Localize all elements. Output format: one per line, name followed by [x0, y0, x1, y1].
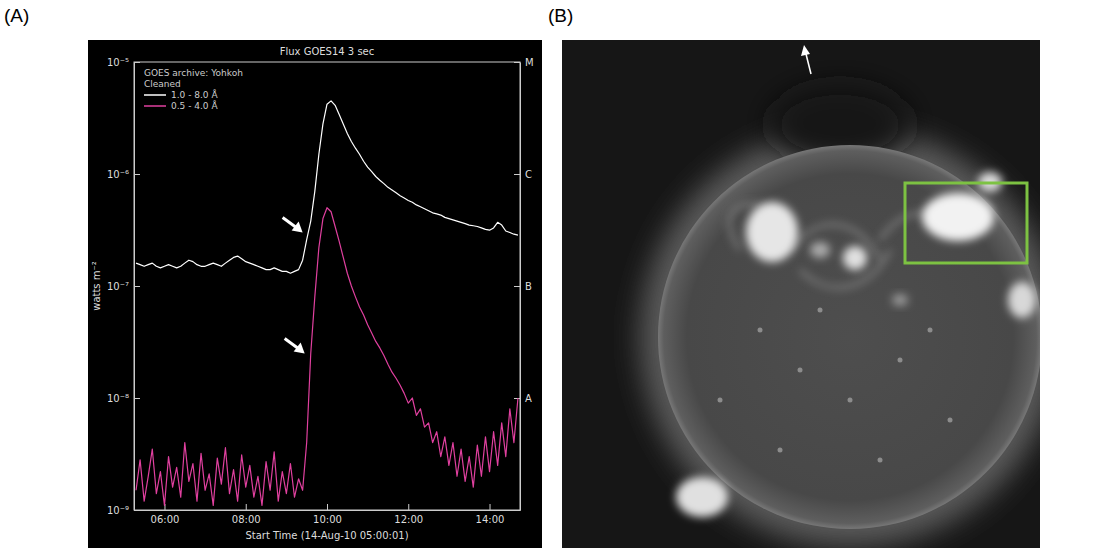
- tick-mark: [246, 504, 247, 510]
- legend-note: Cleaned: [144, 79, 181, 89]
- tick: 08:00: [232, 504, 261, 525]
- tick-mark: [490, 504, 491, 510]
- tick-label: 10⁻⁶: [107, 169, 129, 180]
- active-region: [843, 246, 867, 270]
- tick: A: [514, 393, 532, 404]
- bright-point: [758, 328, 763, 333]
- data-line: [136, 101, 518, 273]
- tick: M: [514, 57, 534, 68]
- active-region: [892, 294, 908, 306]
- tick-mark: [134, 398, 140, 399]
- solar-image: [562, 40, 1040, 548]
- plot-area: [136, 101, 518, 506]
- highlight-box: [905, 183, 1027, 263]
- bright-point: [928, 328, 933, 333]
- tick-label: 10⁻⁸: [107, 393, 129, 404]
- plot-frame: [134, 62, 520, 510]
- bright-point: [878, 458, 883, 463]
- active-region: [746, 202, 798, 262]
- bright-point: [818, 308, 823, 313]
- y2-axis: A B C M: [514, 57, 534, 511]
- chart-title: Flux GOES14 3 sec: [280, 46, 375, 57]
- tick: C: [514, 169, 532, 180]
- onset-arrow: [283, 218, 303, 233]
- tick-label: A: [525, 393, 532, 404]
- data-line: [136, 208, 518, 506]
- legend-note: GOES archive: Yohkoh: [144, 68, 243, 78]
- tick-label: 14:00: [476, 514, 505, 525]
- tick-label: B: [525, 281, 532, 292]
- active-region: [810, 242, 830, 258]
- figure: (A)(B)Flux GOES14 3 sec10⁻⁹10⁻⁸10⁻⁷10⁻⁶1…: [0, 0, 1102, 549]
- tick-mark: [514, 62, 520, 63]
- axis-line: [135, 510, 521, 511]
- panel-label: (B): [548, 5, 573, 26]
- legend: GOES archive: YohkohCleaned1.0 - 8.0 Å0.…: [144, 68, 243, 111]
- tick-mark: [134, 62, 140, 63]
- arrow-shaft: [806, 54, 811, 74]
- tick: 12:00: [394, 504, 423, 525]
- tick-mark: [134, 174, 140, 175]
- tick-mark: [408, 504, 409, 510]
- corona-glow: [640, 127, 1040, 547]
- pointer-arrow: [801, 45, 811, 74]
- tick-mark: [514, 398, 520, 399]
- x-axis: 06:00 08:00 10:00 12:00 14:00: [135, 504, 521, 525]
- tick: 10⁻⁷: [107, 281, 140, 292]
- arrow-head: [801, 45, 810, 56]
- legend-label: 1.0 - 8.0 Å: [171, 89, 218, 100]
- tick-label: 06:00: [151, 514, 180, 525]
- tick: 10:00: [313, 504, 342, 525]
- active-region: [922, 193, 994, 241]
- tick: B: [514, 281, 532, 292]
- panel-label: (A): [4, 5, 29, 26]
- bright-point: [798, 368, 803, 373]
- sun-disk: [658, 145, 1040, 529]
- x-axis-title: Start Time (14-Aug-10 05:00:01): [245, 530, 408, 541]
- chart-background: [88, 40, 542, 548]
- legend-swatch: [144, 105, 166, 107]
- tick-mark: [327, 504, 328, 510]
- bright-point: [948, 418, 953, 423]
- y-axis: 10⁻⁹ 10⁻⁸ 10⁻⁷ 10⁻⁶ 10⁻⁵: [107, 57, 140, 516]
- tick-mark: [134, 286, 140, 287]
- tick-label: 08:00: [232, 514, 261, 525]
- tick: 06:00: [151, 504, 180, 525]
- tick: 10⁻⁸: [107, 393, 140, 404]
- y-axis-title: watts m⁻²: [91, 261, 102, 311]
- tick-label: 10⁻⁵: [107, 57, 129, 68]
- tick-label: 12:00: [394, 514, 423, 525]
- tick-label: M: [525, 57, 534, 68]
- tick: 10⁻⁶: [107, 169, 140, 180]
- axis-line: [520, 63, 521, 511]
- bright-point: [778, 448, 783, 453]
- legend-label: 0.5 - 4.0 Å: [171, 100, 218, 111]
- tick-label: 10:00: [313, 514, 342, 525]
- bright-point: [718, 398, 723, 403]
- onset-arrow: [285, 338, 305, 353]
- tick: 14:00: [476, 504, 505, 525]
- tick-mark: [514, 286, 520, 287]
- arrow-head: [292, 222, 303, 233]
- tick-label: 10⁻⁷: [107, 281, 129, 292]
- arrow-head: [294, 342, 305, 353]
- active-region: [1008, 282, 1036, 318]
- tick: 10⁻⁵: [107, 57, 140, 68]
- tick-label: C: [525, 169, 532, 180]
- tick-label: 10⁻⁹: [107, 505, 129, 516]
- tick-mark: [514, 174, 520, 175]
- active-region: [676, 477, 728, 517]
- bright-point: [848, 398, 853, 403]
- legend-swatch: [144, 94, 166, 96]
- bright-point: [898, 358, 903, 363]
